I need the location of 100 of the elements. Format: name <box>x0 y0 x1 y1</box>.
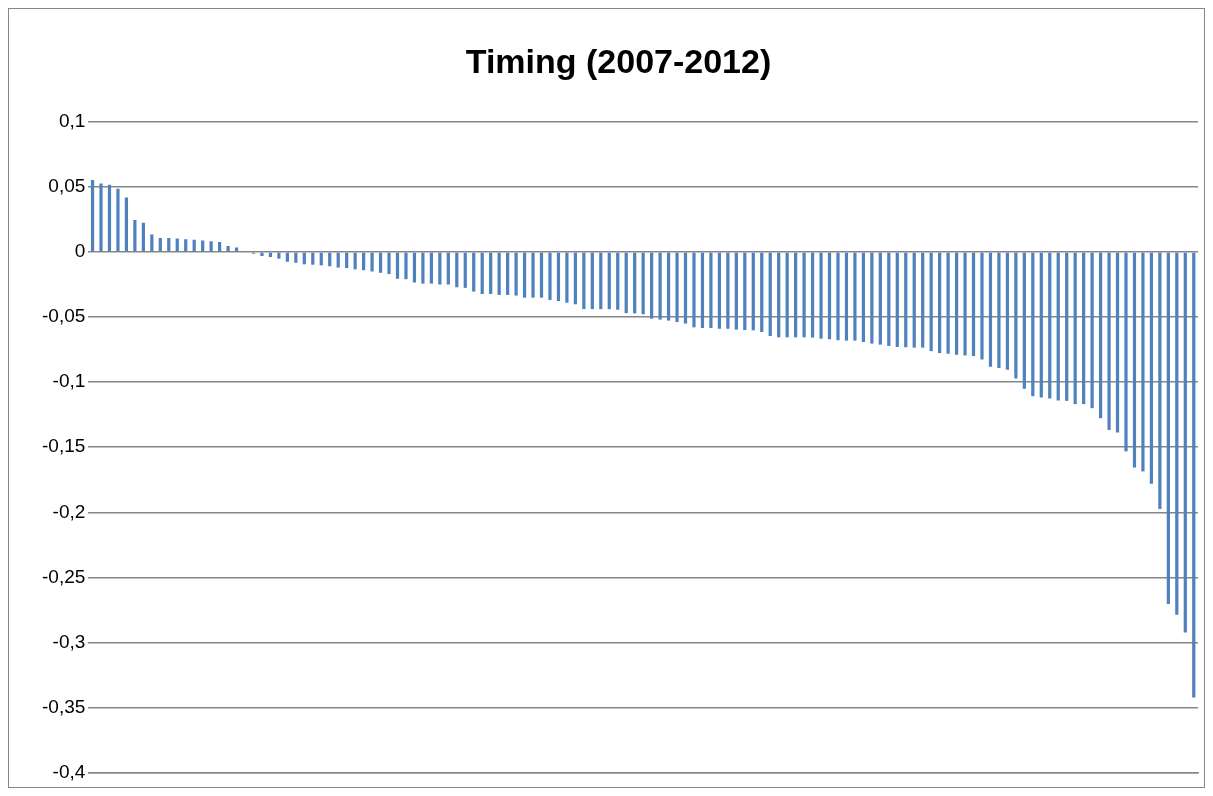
y-tick-label: -0,1 <box>52 370 86 392</box>
bar <box>692 252 696 328</box>
bar <box>311 252 315 265</box>
bar <box>1158 252 1162 509</box>
bar <box>929 252 933 352</box>
bar <box>387 252 391 275</box>
bar <box>760 252 764 333</box>
bar <box>582 252 586 310</box>
bar <box>514 252 518 296</box>
bar <box>1132 252 1137 468</box>
bar <box>607 252 611 310</box>
y-tick-label: -0,2 <box>52 500 86 522</box>
bar <box>141 222 145 252</box>
bar <box>1090 252 1094 409</box>
bar <box>531 252 535 298</box>
bar <box>853 252 857 341</box>
bar <box>1065 252 1069 401</box>
bar <box>650 252 654 319</box>
bar <box>988 252 993 367</box>
bar <box>921 252 925 348</box>
bar <box>794 252 798 338</box>
bar <box>294 252 298 263</box>
bar <box>1014 252 1018 379</box>
bar <box>997 252 1001 369</box>
bar <box>810 252 815 338</box>
bar <box>395 252 400 279</box>
bar <box>1141 252 1145 472</box>
bar <box>184 239 188 252</box>
bar <box>836 252 840 341</box>
bar <box>590 252 594 310</box>
y-tick-label: -0,05 <box>41 305 86 327</box>
bar <box>1149 252 1154 484</box>
bar <box>463 252 467 288</box>
chart-title: Timing (2007-2012) <box>465 41 772 80</box>
bar <box>472 252 476 292</box>
bar <box>277 252 281 259</box>
y-tick-label: 0 <box>74 240 86 262</box>
bar <box>1039 252 1043 398</box>
y-tick-label: 0,05 <box>48 175 86 197</box>
bar <box>633 252 637 314</box>
bar <box>90 180 95 252</box>
bar <box>1192 252 1196 698</box>
bar <box>870 252 874 344</box>
bar <box>827 252 832 340</box>
y-tick-label: 0,1 <box>58 110 86 132</box>
bar <box>124 197 129 252</box>
bar <box>116 188 120 252</box>
bar <box>1031 252 1035 397</box>
bar <box>1175 252 1179 615</box>
bar <box>1005 252 1010 370</box>
bar <box>1082 252 1086 405</box>
bar <box>446 252 450 285</box>
bar <box>599 252 603 310</box>
bar <box>980 252 984 360</box>
bar <box>1107 252 1111 430</box>
bar <box>658 252 662 320</box>
bar <box>421 252 425 284</box>
bar <box>895 252 899 347</box>
bar <box>743 252 747 331</box>
bar <box>378 252 383 273</box>
bar <box>1056 252 1060 401</box>
y-tick-label: -0,4 <box>52 760 86 782</box>
bar <box>709 252 713 328</box>
bar <box>1022 252 1026 389</box>
bar <box>497 252 501 295</box>
bar <box>887 252 891 346</box>
bar <box>226 245 230 252</box>
bar <box>506 252 510 295</box>
bar <box>819 252 823 339</box>
y-tick-label: -0,15 <box>41 435 86 457</box>
y-tick-label: -0,3 <box>52 630 86 652</box>
bar <box>336 252 340 268</box>
bar <box>954 252 959 355</box>
bar <box>429 252 433 284</box>
bar <box>717 252 721 329</box>
bar <box>802 252 806 338</box>
bar <box>785 252 789 338</box>
bar <box>700 252 705 328</box>
y-tick-label: -0,35 <box>41 695 86 717</box>
bar <box>370 252 374 272</box>
bar <box>1115 252 1120 433</box>
bar <box>734 252 738 330</box>
bar <box>675 252 679 322</box>
bar <box>573 252 577 305</box>
bar <box>1166 252 1170 605</box>
bar <box>107 184 112 252</box>
bar <box>522 252 527 298</box>
bar <box>158 237 162 252</box>
bar <box>218 241 222 252</box>
bar <box>1098 252 1103 419</box>
bar <box>1183 252 1187 633</box>
bar <box>1048 252 1052 399</box>
bar <box>438 252 442 285</box>
bar <box>565 252 569 303</box>
bar <box>768 252 772 337</box>
bar <box>539 252 544 298</box>
bar <box>412 252 417 283</box>
bar <box>624 252 628 314</box>
bar <box>1073 252 1077 405</box>
bar <box>912 252 916 348</box>
